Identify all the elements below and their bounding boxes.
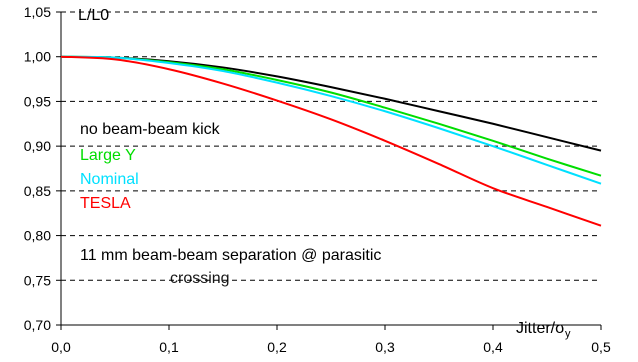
y-tick-label: 0,75	[24, 272, 51, 288]
axes	[56, 11, 602, 330]
x-tick-label: 0,0	[51, 339, 71, 355]
annotations: L/L0 no beam-beam kick Large Y Nominal T…	[78, 7, 571, 340]
y-tick-label: 0,70	[24, 317, 51, 333]
separation-annotation: 11 mm beam-beam separation @ parasitic	[80, 247, 381, 264]
series-lines	[60, 55, 602, 227]
grid-lines	[61, 11, 601, 281]
series-line-1	[60, 55, 602, 177]
series-line-2	[60, 55, 602, 185]
y-axis-label: L/L0	[78, 7, 109, 24]
x-axis-label-main: Jitter/σ	[516, 320, 565, 337]
legend-large-y: Large Y	[80, 147, 136, 164]
x-tick-label: 0,3	[375, 339, 395, 355]
legend-nominal: Nominal	[80, 171, 139, 188]
legend-tesla: TESLA	[80, 195, 131, 212]
y-tick-label: 0,95	[24, 93, 51, 109]
separation-annotation-cont: crossing	[170, 270, 230, 287]
x-axis-label: Jitter/σy	[516, 320, 571, 340]
y-tick-label: 0,90	[24, 138, 51, 154]
legend-no-kick: no beam-beam kick	[80, 121, 221, 138]
series-line-3	[60, 55, 602, 227]
x-tick-label: 0,4	[483, 339, 503, 355]
x-tick-label: 0,5	[591, 339, 611, 355]
y-tick-label: 1,00	[24, 49, 51, 65]
x-axis-label-sub: y	[565, 328, 571, 340]
x-tick-label: 0,2	[267, 339, 287, 355]
y-tick-label: 0,80	[24, 228, 51, 244]
x-tick-label: 0,1	[159, 339, 179, 355]
y-tick-label: 1,05	[24, 4, 51, 20]
y-tick-label: 0,85	[24, 183, 51, 199]
tick-labels: 1,05 1,00 0,95 0,90 0,85 0,80 0,75 0,700,0 0,1 0,…	[24, 4, 611, 355]
